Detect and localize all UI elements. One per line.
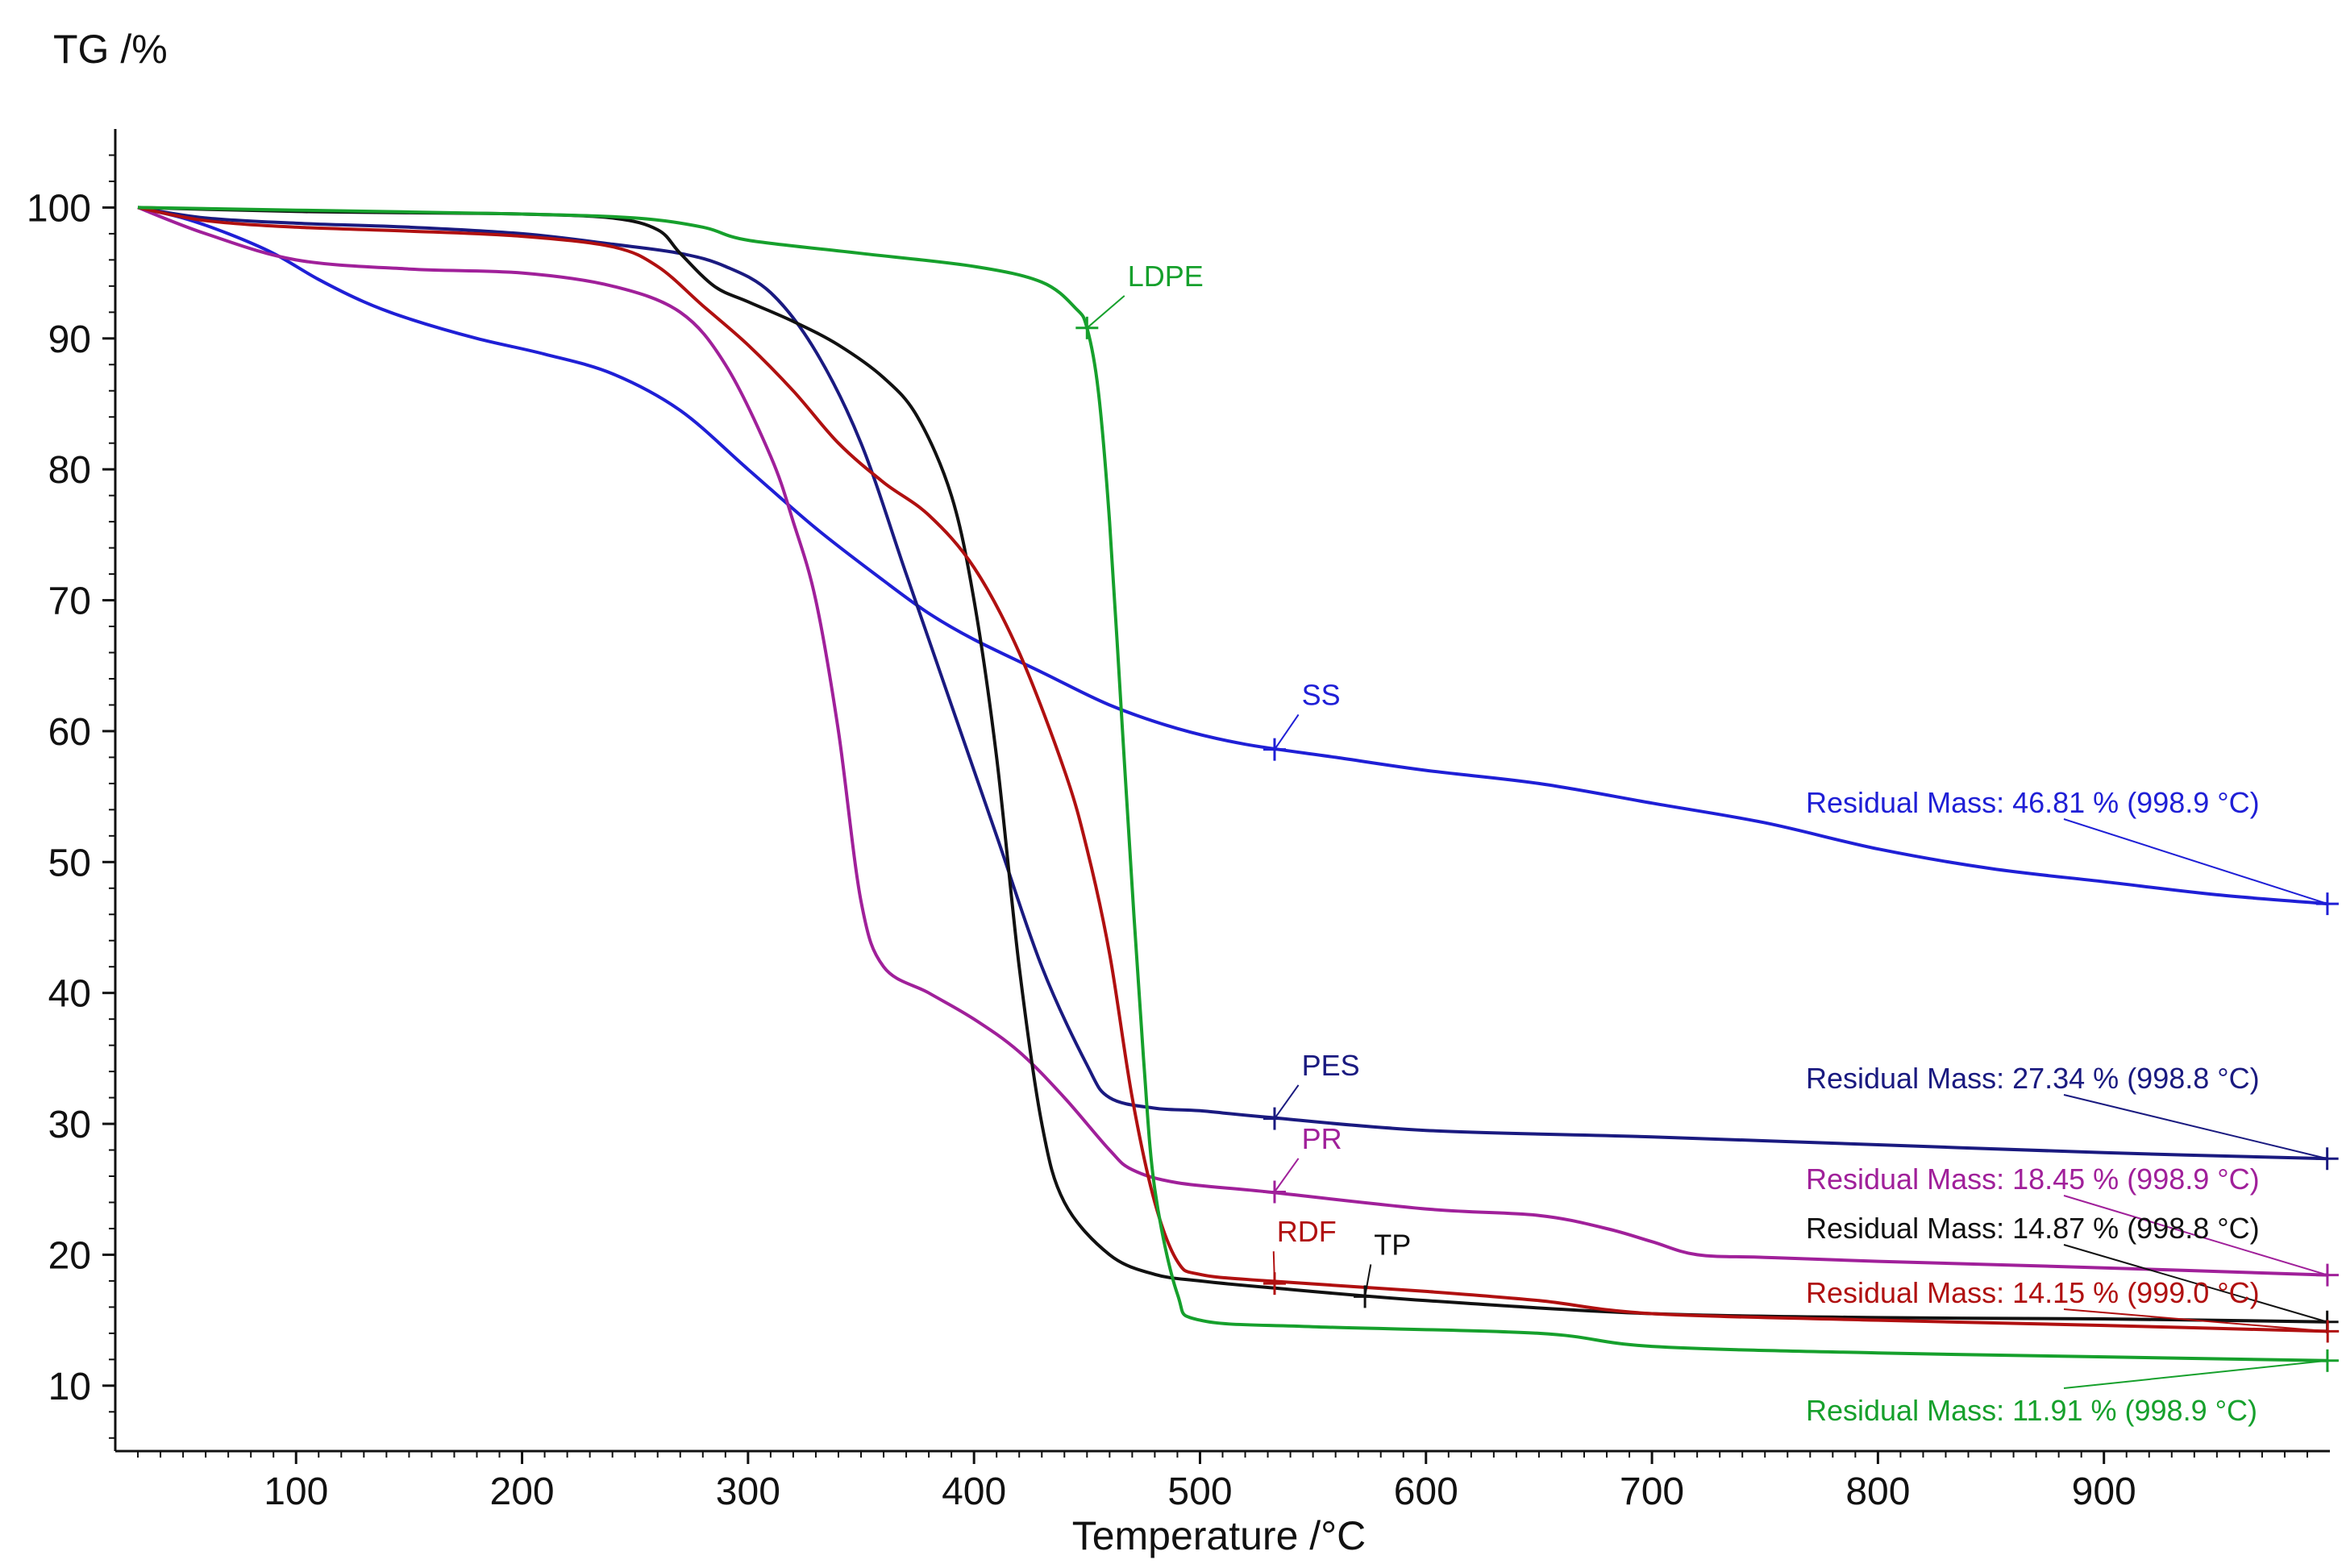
y-tick-label: 80 (48, 449, 91, 492)
residual-label-ldpe: Residual Mass: 11.91 % (998.9 °C) (1806, 1394, 2257, 1427)
residual-leader-pr (2063, 1195, 2328, 1276)
curve-label-rdf: RDF (1277, 1215, 1337, 1248)
x-axis-title: Temperature /°C (1072, 1513, 1367, 1558)
label-leader-pes (1274, 1084, 1300, 1120)
marker-rdf (1263, 1272, 1286, 1296)
x-tick-label: 600 (1394, 1470, 1458, 1513)
y-axis-title: TG /% (53, 27, 168, 72)
curve-label-ldpe: LDPE (1128, 260, 1204, 293)
axes: 100 200 300 400 500 600 700 800 900 10 20 30 40 50 60 7… (27, 129, 2330, 1513)
y-tick-label: 90 (48, 318, 91, 361)
residual-leader-ss (2063, 818, 2328, 905)
annotation-layer: SS Residual Mass: 46.81 % (998.9 °C) PES Re… (1075, 260, 2340, 1427)
series-line-ldpe (137, 206, 2328, 1362)
x-tick-label: 200 (490, 1470, 555, 1513)
residual-leader-tp (2063, 1244, 2327, 1323)
y-tick-label: 30 (48, 1104, 91, 1146)
curve-label-pr: PR (1302, 1122, 1342, 1155)
y-tick-label: 100 (27, 187, 91, 230)
x-tick-label: 100 (264, 1470, 328, 1513)
y-tick-label: 40 (48, 973, 91, 1016)
y-tick-label: 20 (48, 1234, 91, 1277)
y-tick-label: 70 (48, 580, 91, 623)
residual-marker-ldpe (2315, 1349, 2339, 1372)
residual-marker-pes (2315, 1147, 2339, 1171)
curve-label-pes: PES (1302, 1049, 1360, 1082)
y-tick-label: 60 (48, 711, 91, 754)
residual-label-tp: Residual Mass: 14.87 % (998.8 °C) (1806, 1212, 2260, 1245)
marker-tp (1354, 1285, 1377, 1308)
x-tick-label: 900 (2072, 1470, 2136, 1513)
y-tick-label: 10 (48, 1366, 91, 1408)
marker-ss (1263, 738, 1286, 761)
curve-label-tp: TP (1374, 1228, 1411, 1261)
label-leader-ss (1274, 713, 1300, 751)
residual-leader-ldpe (2063, 1359, 2328, 1389)
x-tick-label: 700 (1620, 1470, 1684, 1513)
marker-pr (1263, 1180, 1286, 1204)
series-line-pes (137, 206, 2328, 1161)
residual-label-rdf: Residual Mass: 14.15 % (999.0 °C) (1806, 1276, 2260, 1309)
x-tick-label: 800 (1845, 1470, 1910, 1513)
residual-label-pr: Residual Mass: 18.45 % (998.9 °C) (1806, 1162, 2260, 1196)
residual-label-pes: Residual Mass: 27.34 % (998.8 °C) (1806, 1062, 2260, 1095)
residual-marker-rdf (2316, 1320, 2340, 1343)
x-tick-label: 300 (716, 1470, 780, 1513)
marker-pes (1263, 1107, 1286, 1130)
series-line-tp (137, 206, 2328, 1324)
residual-leader-pes (2063, 1094, 2327, 1160)
label-leader-ldpe (1086, 295, 1125, 329)
x-tick-label: 400 (942, 1470, 1006, 1513)
y-tick-label: 50 (48, 842, 91, 884)
series-line-rdf (137, 206, 2328, 1333)
label-leader-pr (1274, 1158, 1300, 1193)
residual-leader-rdf (2063, 1308, 2328, 1333)
marker-ldpe (1075, 316, 1099, 339)
residual-marker-ss (2315, 892, 2339, 916)
curve-label-ss: SS (1302, 678, 1341, 711)
series-layer (137, 206, 2328, 1362)
residual-label-ss: Residual Mass: 46.81 % (998.9 °C) (1806, 786, 2260, 819)
residual-marker-pr (2315, 1263, 2339, 1287)
series-line-pr (137, 206, 2328, 1277)
x-tick-label: 500 (1167, 1470, 1232, 1513)
